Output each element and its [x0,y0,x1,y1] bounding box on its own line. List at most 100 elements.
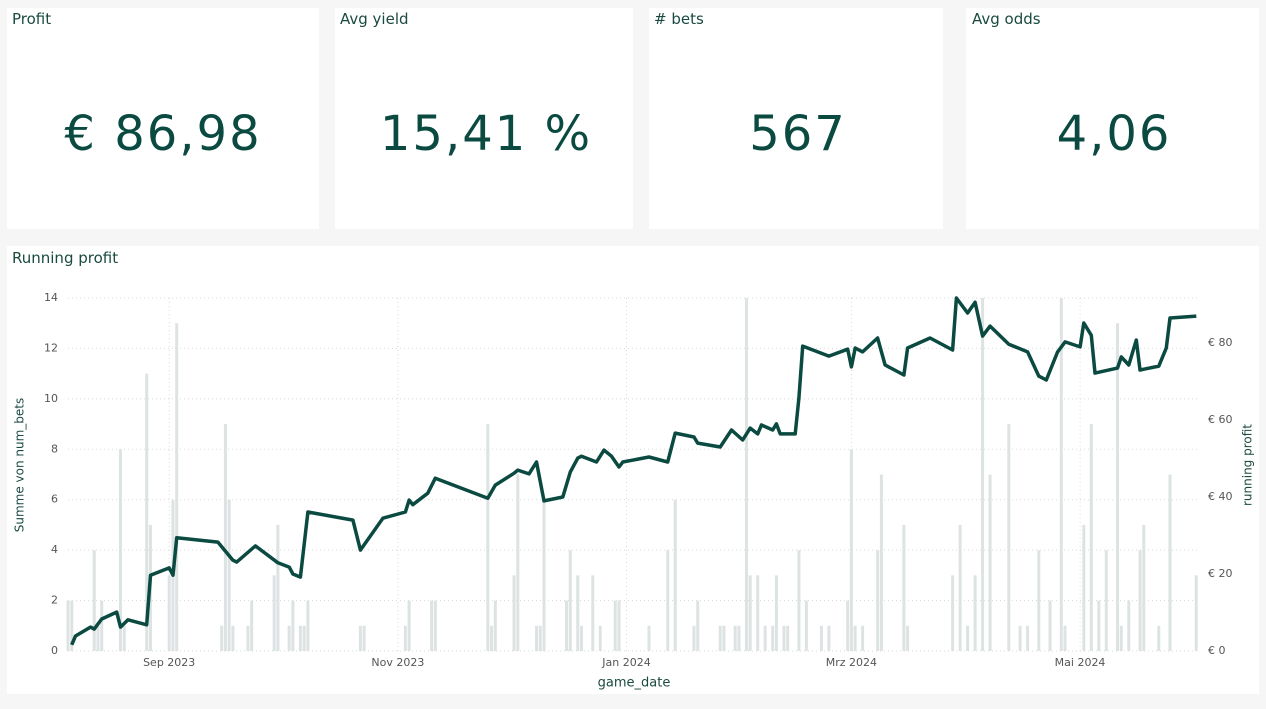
bar [580,625,584,651]
bar [1142,524,1146,651]
bar [666,550,670,651]
bar [744,298,748,651]
bar [696,600,700,651]
card-value: € 86,98 [64,106,261,162]
y-axis-label: Summe von num_bets [13,398,27,533]
bar [906,625,910,651]
bar [122,625,126,651]
x-tick-label: Nov 2023 [371,656,424,669]
card-title: Avg odds [972,10,1041,28]
y-tick-label: 6 [51,493,58,506]
bar [358,625,362,651]
bar [486,424,490,651]
bar [737,625,741,651]
bar [430,600,434,651]
bar [722,625,726,651]
bar [220,625,224,651]
x-tick-label: Mai 2024 [1055,656,1106,669]
bar [718,625,722,651]
y2-tick-label: € 20 [1208,567,1233,580]
y-tick-label: 14 [44,291,58,304]
bar [223,424,227,651]
bar [958,524,962,651]
bar [287,625,291,651]
x-tick-label: Jan 2024 [601,656,650,669]
bar [1082,524,1086,651]
card-value: 15,41 % [380,106,592,162]
bar [535,625,539,651]
bar [692,625,696,651]
bar [516,474,520,651]
bar [591,575,595,651]
card-title: Profit [12,10,51,28]
bar [966,625,970,651]
bar [70,600,74,651]
bar [118,449,122,651]
bar [786,625,790,651]
card-value: 4,06 [1057,106,1172,162]
plot: 0 2 4 6 8 10 12 14 € 0 € 20 € 40 € 60 € 80 Sep 2023 No… [44,291,1233,669]
bar [876,550,880,651]
card [966,8,1259,229]
bar [403,625,407,651]
y2-tick-label: € 0 [1208,644,1226,657]
bar [598,625,602,651]
card [335,8,633,229]
bar [771,625,775,651]
y-tick-label: 12 [44,341,58,354]
card-value: 567 [749,106,847,162]
x-tick-label: Mrz 2024 [826,656,877,669]
bar [145,373,149,651]
card-title: # bets [654,10,704,28]
y-tick-label: 0 [51,644,58,657]
chart-panel [7,246,1259,694]
y-tick-label: 8 [51,442,58,455]
x-tick-label: Sep 2023 [143,656,195,669]
bar [66,600,70,651]
bar [1089,424,1093,651]
bar [538,625,542,651]
bar [302,625,306,651]
bar [512,575,516,651]
y-tick-label: 10 [44,392,58,405]
bar [1007,424,1011,651]
bar [568,550,572,651]
y2-tick-label: € 40 [1208,490,1233,503]
bar [951,575,955,651]
bar [1018,625,1022,651]
y-tick-label: 2 [51,594,58,607]
bar [175,323,179,651]
y-tick-label: 4 [51,543,58,556]
bar [988,474,992,651]
bar [849,449,853,651]
card [649,8,943,229]
bar [797,550,801,651]
bar [981,298,985,651]
bar [291,600,295,651]
bar [617,600,621,651]
bar [1168,474,1172,651]
bar [782,625,786,651]
line [70,296,1197,646]
bar [827,625,831,651]
card [7,8,319,229]
bar [227,499,231,651]
chart-title: Running profit [12,249,118,267]
bar [1063,625,1067,651]
bar [902,524,906,651]
bar [733,625,737,651]
bar [493,600,497,651]
bar [879,474,883,651]
bar [276,524,280,651]
bar [92,550,96,651]
bar [96,625,100,651]
bar [433,600,437,651]
bar [763,625,767,651]
y2-tick-label: € 60 [1208,413,1233,426]
bar [804,600,808,651]
bar [861,625,865,651]
bar [1026,625,1030,651]
bar [565,600,569,651]
bar [1097,600,1101,651]
